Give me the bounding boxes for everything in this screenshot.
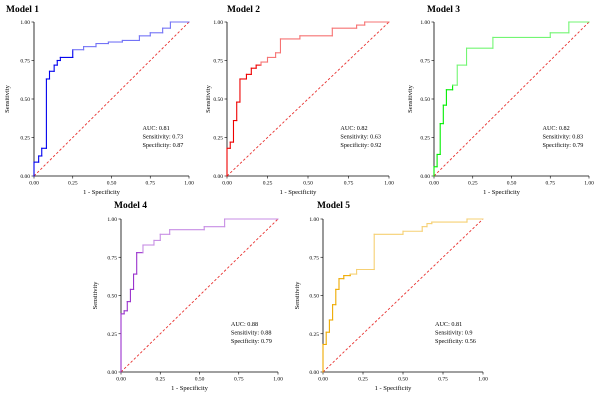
x-tick-label: 0.50 bbox=[398, 377, 408, 383]
roc-panel-2: Model 2 0.00 0.25 0.50 0.75 1.00 0.00 0.25 0.50 0… bbox=[205, 5, 394, 196]
x-tick-label: 0.00 bbox=[222, 181, 232, 187]
x-tick-label: 0.00 bbox=[29, 181, 39, 187]
y-tick-label: 1.00 bbox=[20, 20, 30, 26]
stat-line: AUC: 0.82 bbox=[340, 125, 367, 132]
roc-panel-5: Model 5 0.00 0.25 0.50 0.75 1.00 0.00 0.25 0.50 0… bbox=[294, 201, 488, 392]
stat-line: Specificity: 0.56 bbox=[435, 338, 476, 345]
x-axis-label: 1 - Specificity bbox=[171, 385, 209, 392]
stat-line: Sensitivity: 0.63 bbox=[340, 133, 381, 140]
reference-diagonal-line bbox=[322, 218, 484, 373]
y-tick-label: 0.25 bbox=[213, 136, 223, 142]
panel-title: Model 5 bbox=[317, 201, 350, 211]
y-tick-label: 0.50 bbox=[309, 294, 319, 300]
panel-title: Model 4 bbox=[114, 201, 147, 211]
x-tick-label: 1.00 bbox=[273, 377, 283, 383]
y-tick-label: 0.50 bbox=[213, 97, 223, 103]
x-tick-label: 0.25 bbox=[263, 181, 273, 187]
y-axis-label: Sensitivity bbox=[407, 84, 414, 113]
x-tick-label: 0.75 bbox=[344, 181, 354, 187]
y-tick-label: 0.75 bbox=[420, 59, 430, 65]
roc-panel-4: Model 4 0.00 0.25 0.50 0.75 1.00 0.00 0.25 0.50 0… bbox=[92, 201, 283, 392]
x-tick-label: 0.50 bbox=[303, 181, 313, 187]
y-tick-label: 0.50 bbox=[107, 294, 117, 300]
y-tick-label: 0.50 bbox=[20, 97, 30, 103]
stat-line: Sensitivity: 0.83 bbox=[543, 133, 584, 140]
y-tick-label: 0.25 bbox=[309, 332, 319, 338]
x-tick-label: 0.25 bbox=[358, 377, 368, 383]
stat-line: AUC: 0.81 bbox=[143, 125, 170, 132]
y-axis-label: Sensitivity bbox=[92, 281, 99, 310]
y-tick-label: 1.00 bbox=[309, 217, 319, 223]
y-tick-label: 0.25 bbox=[107, 332, 117, 338]
stat-line: Sensitivity: 0.88 bbox=[231, 330, 272, 337]
x-tick-label: 1.00 bbox=[478, 377, 488, 383]
y-tick-label: 1.00 bbox=[213, 20, 223, 26]
x-tick-label: 0.25 bbox=[155, 377, 165, 383]
x-axis-label: 1 - Specificity bbox=[83, 189, 121, 196]
x-tick-label: 0.75 bbox=[234, 377, 244, 383]
stat-line: Specificity: 0.79 bbox=[543, 142, 584, 149]
reference-diagonal-line bbox=[33, 21, 190, 177]
x-tick-label: 0.75 bbox=[145, 181, 155, 187]
y-axis-label: Sensitivity bbox=[4, 84, 11, 113]
y-tick-label: 0.25 bbox=[20, 136, 30, 142]
x-tick-label: 1.00 bbox=[384, 181, 394, 187]
panel-title: Model 2 bbox=[227, 5, 260, 15]
y-axis-label: Sensitivity bbox=[205, 84, 212, 113]
y-tick-label: 0.00 bbox=[420, 174, 430, 180]
x-axis-label: 1 - Specificity bbox=[483, 189, 521, 196]
x-tick-label: 0.00 bbox=[318, 377, 328, 383]
y-tick-label: 0.25 bbox=[420, 136, 430, 142]
x-tick-label: 1.00 bbox=[184, 181, 194, 187]
stat-line: Specificity: 0.92 bbox=[340, 142, 381, 149]
x-axis-label: 1 - Specificity bbox=[375, 385, 413, 392]
x-tick-label: 0.25 bbox=[468, 181, 478, 187]
stat-line: Sensitivity: 0.9 bbox=[435, 330, 472, 337]
reference-diagonal-line bbox=[120, 218, 279, 373]
x-tick-label: 1.00 bbox=[584, 181, 594, 187]
y-tick-label: 1.00 bbox=[420, 20, 430, 26]
x-tick-label: 0.00 bbox=[429, 181, 439, 187]
y-tick-label: 0.00 bbox=[213, 174, 223, 180]
x-tick-label: 0.50 bbox=[195, 377, 205, 383]
x-tick-label: 0.25 bbox=[68, 181, 78, 187]
y-tick-label: 0.75 bbox=[20, 59, 30, 65]
y-tick-label: 0.50 bbox=[420, 97, 430, 103]
y-tick-label: 0.00 bbox=[309, 370, 319, 376]
reference-diagonal-line bbox=[226, 21, 390, 177]
x-tick-label: 0.75 bbox=[438, 377, 448, 383]
x-tick-label: 0.00 bbox=[116, 377, 126, 383]
stat-line: AUC: 0.88 bbox=[231, 321, 258, 328]
y-axis-label: Sensitivity bbox=[294, 281, 301, 310]
panel-title: Model 1 bbox=[6, 5, 39, 15]
stat-line: Specificity: 0.87 bbox=[143, 142, 184, 149]
y-tick-label: 1.00 bbox=[107, 217, 117, 223]
roc-panel-1: Model 1 0.00 0.25 0.50 0.75 1.00 0.00 0.25 0.50 0… bbox=[4, 5, 194, 196]
reference-diagonal-line bbox=[433, 21, 590, 177]
x-tick-label: 0.50 bbox=[507, 181, 517, 187]
y-tick-label: 0.75 bbox=[107, 255, 117, 261]
stat-line: AUC: 0.82 bbox=[543, 125, 570, 132]
y-tick-label: 0.75 bbox=[213, 59, 223, 65]
stat-line: AUC: 0.81 bbox=[435, 321, 462, 328]
y-tick-label: 0.00 bbox=[20, 174, 30, 180]
panel-title: Model 3 bbox=[427, 5, 460, 15]
stat-line: Sensitivity: 0.73 bbox=[143, 133, 184, 140]
roc-panel-3: Model 3 0.00 0.25 0.50 0.75 1.00 0.00 0.25 0.50 0… bbox=[407, 5, 594, 196]
y-tick-label: 0.75 bbox=[309, 255, 319, 261]
y-tick-label: 0.00 bbox=[107, 370, 117, 376]
stat-line: Specificity: 0.79 bbox=[231, 338, 272, 345]
x-axis-label: 1 - Specificity bbox=[280, 189, 318, 196]
x-tick-label: 0.50 bbox=[107, 181, 117, 187]
x-tick-label: 0.75 bbox=[545, 181, 555, 187]
